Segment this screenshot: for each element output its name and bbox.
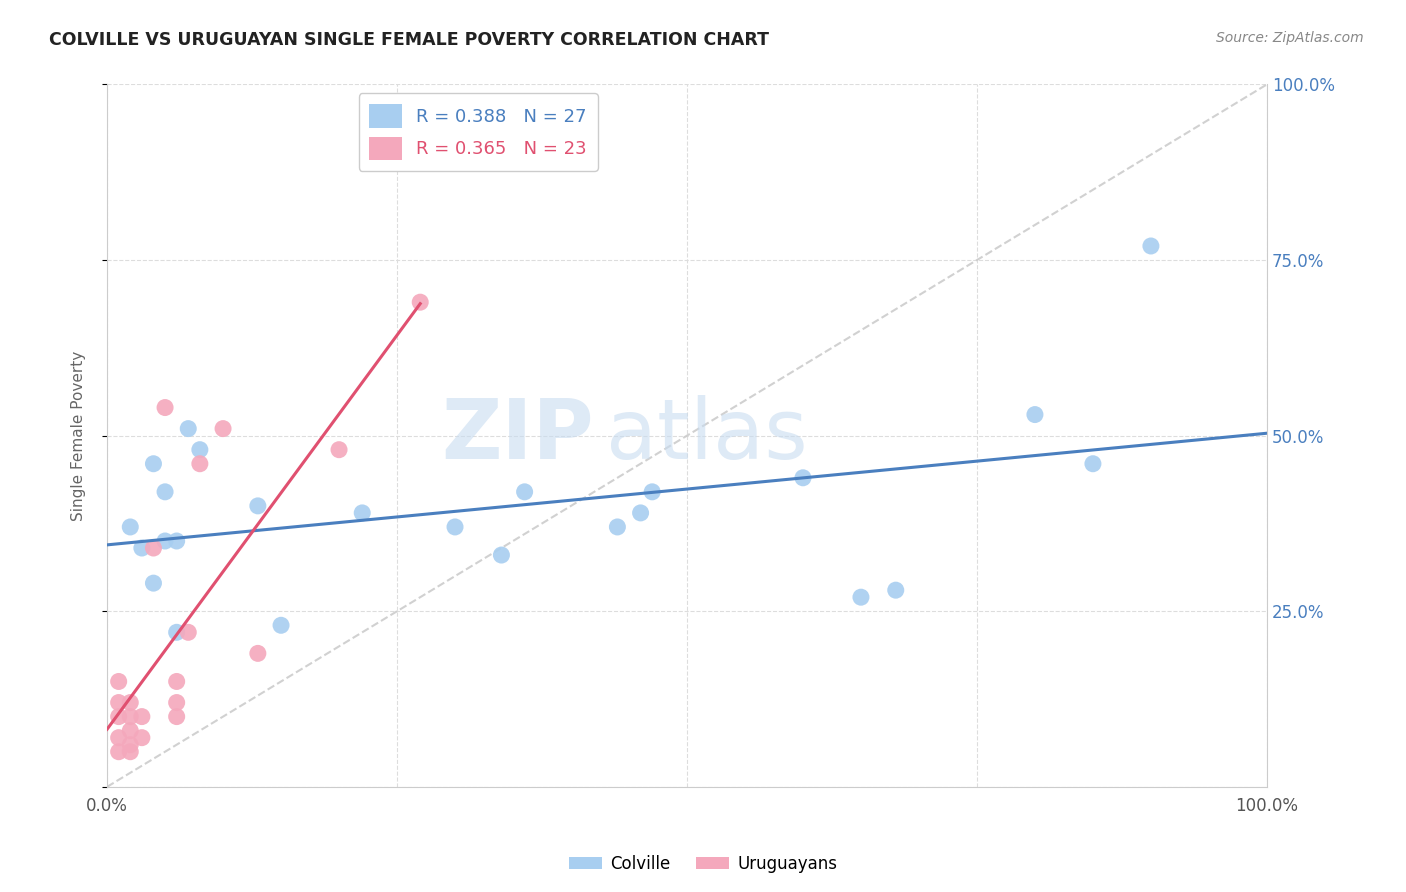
- Point: [270, 618, 292, 632]
- Point: [107, 731, 129, 745]
- Point: [107, 696, 129, 710]
- Point: [246, 646, 269, 660]
- Point: [188, 457, 211, 471]
- Text: ZIP: ZIP: [441, 395, 595, 476]
- Point: [849, 590, 872, 604]
- Point: [166, 674, 188, 689]
- Point: [444, 520, 467, 534]
- Point: [166, 625, 188, 640]
- Point: [606, 520, 628, 534]
- Point: [142, 576, 165, 591]
- Point: [409, 295, 432, 310]
- Point: [246, 499, 269, 513]
- Point: [630, 506, 652, 520]
- Legend: R = 0.388   N = 27, R = 0.365   N = 23: R = 0.388 N = 27, R = 0.365 N = 23: [359, 94, 598, 170]
- Point: [328, 442, 350, 457]
- Point: [153, 534, 176, 549]
- Point: [513, 484, 536, 499]
- Point: [153, 484, 176, 499]
- Point: [166, 709, 188, 723]
- Point: [120, 723, 142, 738]
- Point: [120, 696, 142, 710]
- Point: [352, 506, 374, 520]
- Text: Source: ZipAtlas.com: Source: ZipAtlas.com: [1216, 31, 1364, 45]
- Point: [166, 534, 188, 549]
- Point: [120, 709, 142, 723]
- Text: COLVILLE VS URUGUAYAN SINGLE FEMALE POVERTY CORRELATION CHART: COLVILLE VS URUGUAYAN SINGLE FEMALE POVE…: [49, 31, 769, 49]
- Point: [212, 422, 235, 436]
- Point: [131, 541, 153, 555]
- Point: [131, 709, 153, 723]
- Y-axis label: Single Female Poverty: Single Female Poverty: [72, 351, 86, 521]
- Point: [641, 484, 664, 499]
- Point: [1140, 239, 1163, 253]
- Point: [792, 471, 814, 485]
- Point: [188, 442, 211, 457]
- Point: [107, 674, 129, 689]
- Point: [120, 738, 142, 752]
- Point: [107, 745, 129, 759]
- Point: [177, 625, 200, 640]
- Point: [153, 401, 176, 415]
- Point: [142, 541, 165, 555]
- Point: [120, 520, 142, 534]
- Point: [884, 583, 907, 598]
- Point: [120, 745, 142, 759]
- Point: [166, 696, 188, 710]
- Point: [177, 422, 200, 436]
- Point: [1024, 408, 1046, 422]
- Point: [1081, 457, 1104, 471]
- Text: atlas: atlas: [606, 395, 807, 476]
- Point: [491, 548, 513, 562]
- Point: [107, 709, 129, 723]
- Point: [142, 457, 165, 471]
- Point: [131, 731, 153, 745]
- Legend: Colville, Uruguayans: Colville, Uruguayans: [562, 848, 844, 880]
